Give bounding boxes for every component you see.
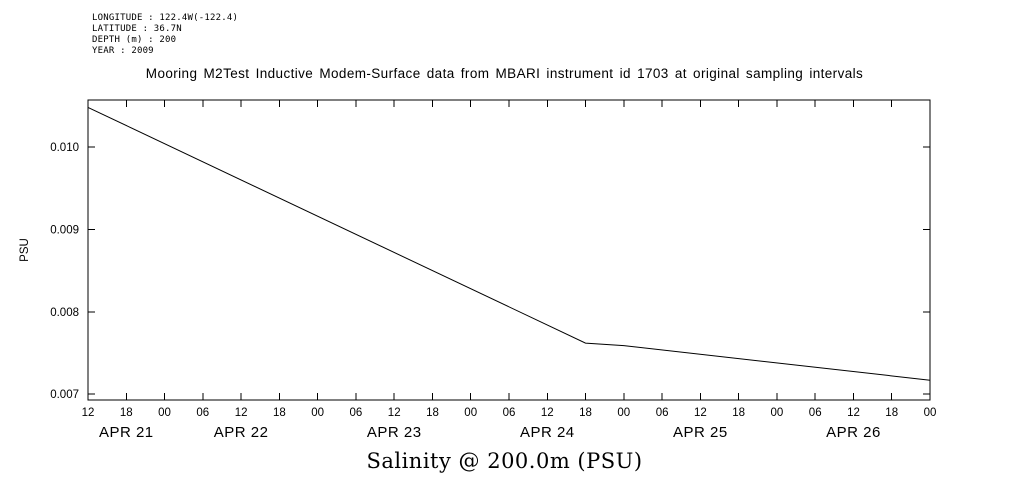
x-tick-label: 06: [196, 407, 209, 419]
x-tick-label: 12: [82, 407, 95, 419]
y-tick-label: 0.008: [50, 307, 79, 319]
date-label: APR 23: [367, 424, 422, 441]
x-tick-label: 00: [464, 407, 477, 419]
y-tick-label: 0.010: [50, 142, 79, 154]
x-tick-label: 12: [847, 407, 860, 419]
latitude-label: LATITUDE : 36.7N: [92, 24, 182, 34]
x-tick-label: 06: [503, 407, 516, 419]
date-label: APR 22: [214, 424, 269, 441]
x-tick-label: 06: [350, 407, 363, 419]
longitude-label: LONGITUDE : 122.4W(-122.4): [92, 13, 239, 23]
x-tick-label: 18: [273, 407, 286, 419]
x-tick-label: 12: [235, 407, 248, 419]
x-tick-label: 18: [426, 407, 439, 419]
date-label: APR 21: [99, 424, 154, 441]
x-tick-label: 00: [924, 407, 937, 419]
x-tick-label: 18: [579, 407, 592, 419]
x-tick-label: 06: [656, 407, 669, 419]
plot-title: Mooring M2Test Inductive Modem-Surface d…: [145, 66, 864, 81]
date-label: APR 24: [520, 424, 575, 441]
y-tick-label: 0.009: [50, 224, 79, 236]
x-tick-label: 18: [120, 407, 133, 419]
x-tick-label: 00: [158, 407, 171, 419]
plot-frame: [87, 99, 931, 401]
x-tick-label: 12: [694, 407, 707, 419]
x-tick-label: 18: [885, 407, 898, 419]
year-label: YEAR : 2009: [92, 46, 154, 56]
metadata-block: LONGITUDE : 122.4W(-122.4) LATITUDE : 36…: [92, 13, 238, 57]
depth-label: DEPTH (m) : 200: [92, 35, 177, 45]
x-tick-label: 18: [732, 407, 745, 419]
x-axis-caption: Salinity @ 200.0m (PSU): [366, 449, 643, 473]
date-label: APR 25: [673, 424, 728, 441]
x-tick-label: 00: [311, 407, 324, 419]
x-tick-label: 06: [809, 407, 822, 419]
x-tick-label: 12: [388, 407, 401, 419]
data-line: [87, 106, 931, 381]
x-tick-label: 00: [771, 407, 784, 419]
y-axis-label: PSU: [19, 238, 31, 262]
y-tick-label: 0.007: [50, 389, 79, 401]
x-tick-label: 12: [541, 407, 554, 419]
date-label: APR 26: [826, 424, 881, 441]
x-tick-label: 00: [617, 407, 630, 419]
